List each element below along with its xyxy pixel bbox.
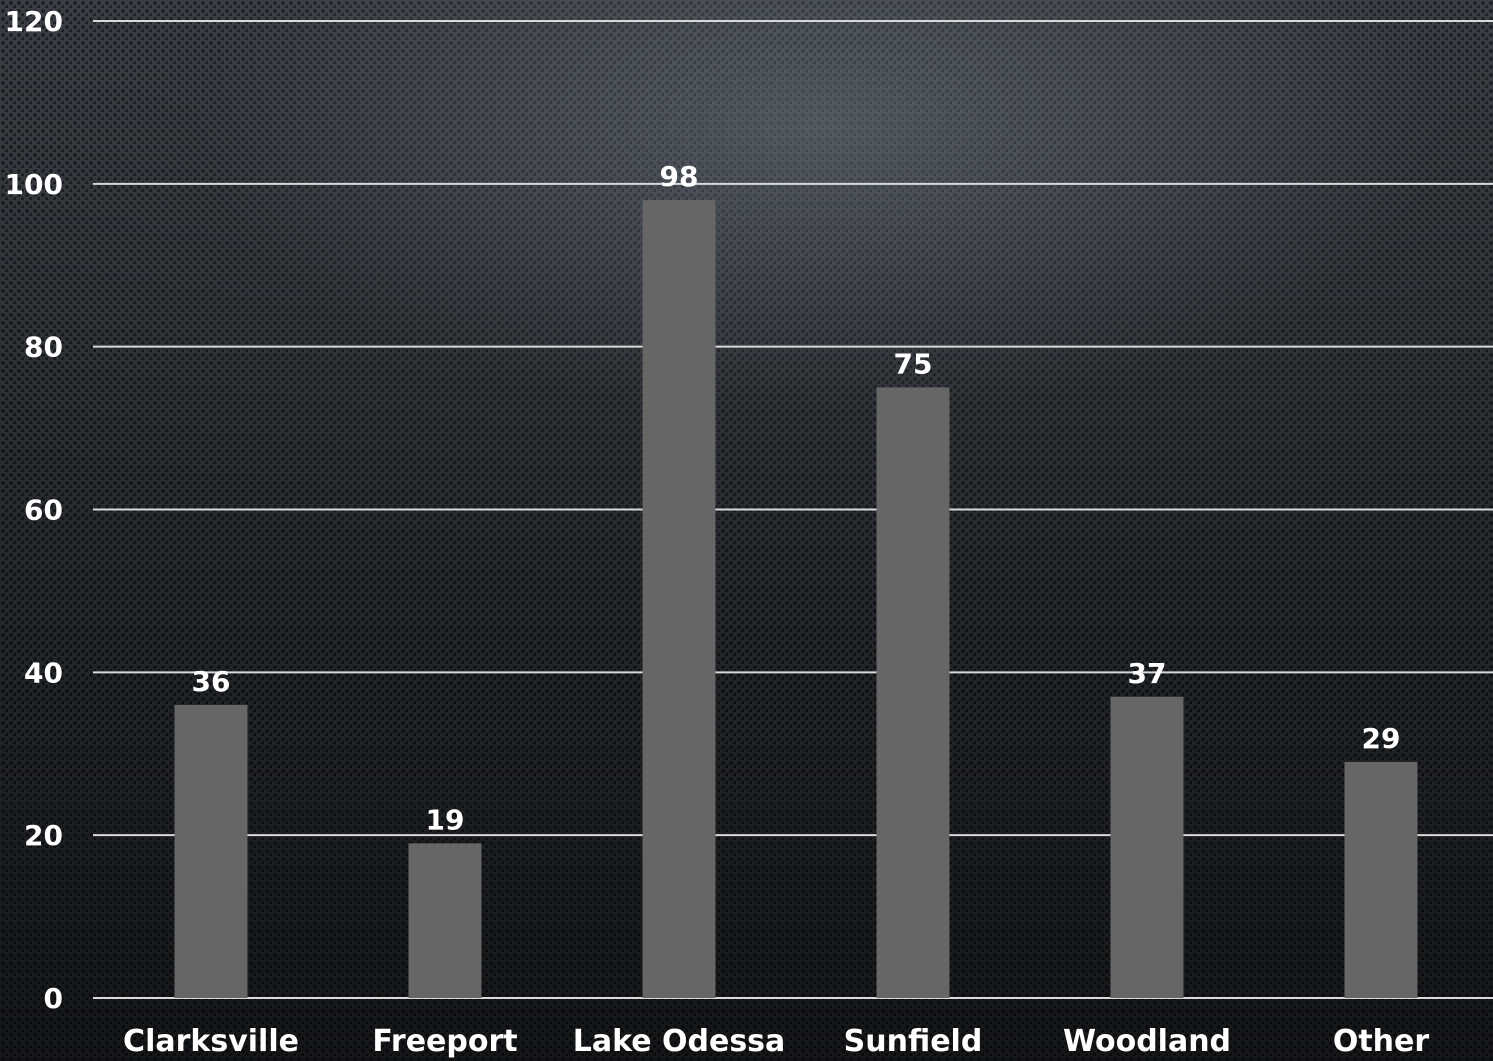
y-tick-label: 20	[24, 819, 63, 852]
y-tick-label: 80	[24, 331, 63, 364]
x-category-label: Freeport	[372, 1024, 517, 1059]
gridlines	[93, 20, 1493, 999]
bars	[174, 200, 1418, 998]
data-labels: 36 19 98 75 37 29	[192, 160, 1401, 836]
data-label: 36	[192, 665, 231, 698]
bar-woodland	[1110, 696, 1184, 998]
y-tick-label: 40	[24, 656, 63, 689]
data-label: 75	[894, 347, 933, 380]
data-label: 19	[426, 803, 465, 836]
x-category-label: Lake Odessa	[573, 1024, 786, 1059]
bar-clarksville	[174, 704, 248, 998]
y-tick-label: 100	[5, 168, 63, 201]
bar-other	[1344, 761, 1418, 998]
x-category-label: Woodland	[1063, 1024, 1231, 1059]
data-label: 98	[660, 160, 699, 193]
y-tick-label: 60	[24, 494, 63, 527]
bar-freeport	[408, 843, 482, 998]
x-axis-categories: Clarksville Freeport Lake Odessa Sunfield Wo…	[123, 1024, 1429, 1059]
y-axis-ticks: 0 20 40 60 80 100 120	[5, 5, 63, 1015]
data-label: 29	[1362, 722, 1401, 755]
y-tick-label: 0	[44, 982, 63, 1015]
bar-sunfield	[876, 387, 950, 998]
x-category-label: Clarksville	[123, 1024, 299, 1059]
x-category-label: Sunfield	[844, 1024, 983, 1059]
y-tick-label: 120	[5, 5, 63, 38]
x-category-label: Other	[1333, 1024, 1430, 1059]
bar-lake-odessa	[642, 200, 716, 998]
data-label: 37	[1128, 657, 1167, 690]
